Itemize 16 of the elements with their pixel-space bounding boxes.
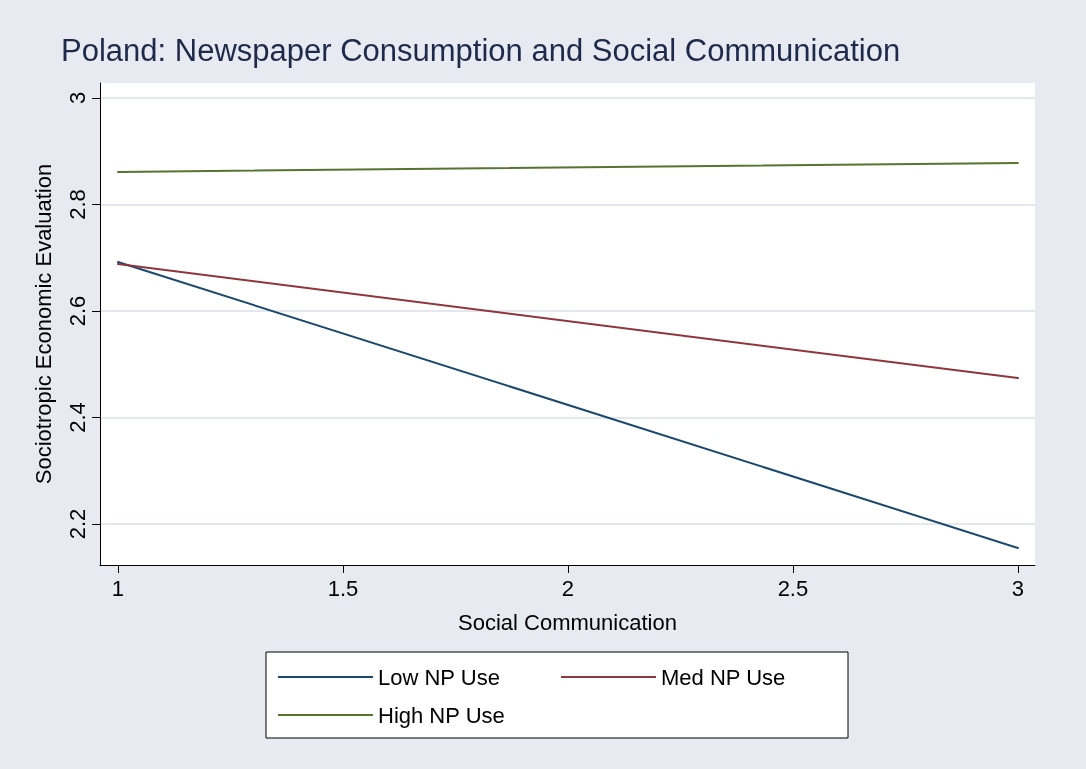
y-axis-title: Sociotropic Economic Evaluation: [30, 163, 56, 485]
x-tick-label: 2.5: [777, 575, 809, 601]
y-tick-label: 2.8: [64, 189, 90, 220]
x-tick-label: 3: [1011, 575, 1025, 601]
x-tick-label: 1: [111, 575, 125, 601]
x-axis-title: Social Communication: [458, 609, 677, 635]
chart-title: Poland: Newspaper Consumption and Social Communication: [61, 33, 901, 68]
y-tick-label: 2.2: [64, 508, 90, 540]
y-tick-label: 3: [64, 91, 90, 105]
legend-label: Low NP Use: [378, 664, 500, 690]
y-tick-label: 2.4: [64, 402, 90, 433]
legend-label: Med NP Use: [661, 664, 786, 690]
x-tick-label: 1.5: [327, 575, 359, 601]
legend-label: High NP Use: [378, 702, 505, 728]
y-tick-label: 2.6: [64, 295, 90, 327]
x-tick-label: 2: [561, 575, 575, 601]
